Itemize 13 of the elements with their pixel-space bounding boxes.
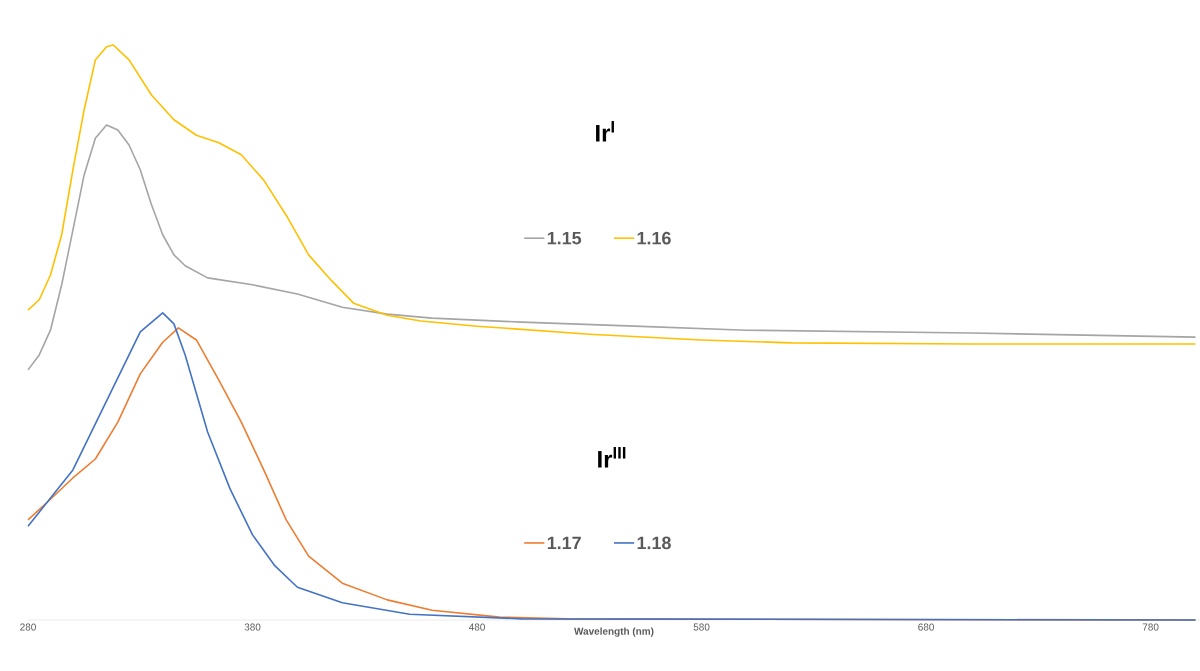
legend-label: 1.15 bbox=[547, 231, 582, 245]
x-tick-label: 680 bbox=[918, 623, 934, 631]
x-tick-label: 580 bbox=[693, 623, 710, 631]
legend-label: 1.17 bbox=[547, 536, 581, 550]
x-tick-label: 780 bbox=[1142, 623, 1159, 631]
x-axis-title: Wavelength (nm) bbox=[574, 627, 654, 637]
annotation: Ir$^{I}$ bbox=[596, 120, 614, 142]
x-tick-label: 480 bbox=[468, 623, 485, 631]
annotation: Ir$^{III}$ bbox=[598, 447, 626, 468]
legend-label: 1.16 bbox=[637, 231, 671, 245]
legend-label: 1.18 bbox=[637, 536, 671, 550]
x-tick-label: 380 bbox=[244, 623, 261, 631]
x-tick-label: 280 bbox=[20, 623, 36, 631]
